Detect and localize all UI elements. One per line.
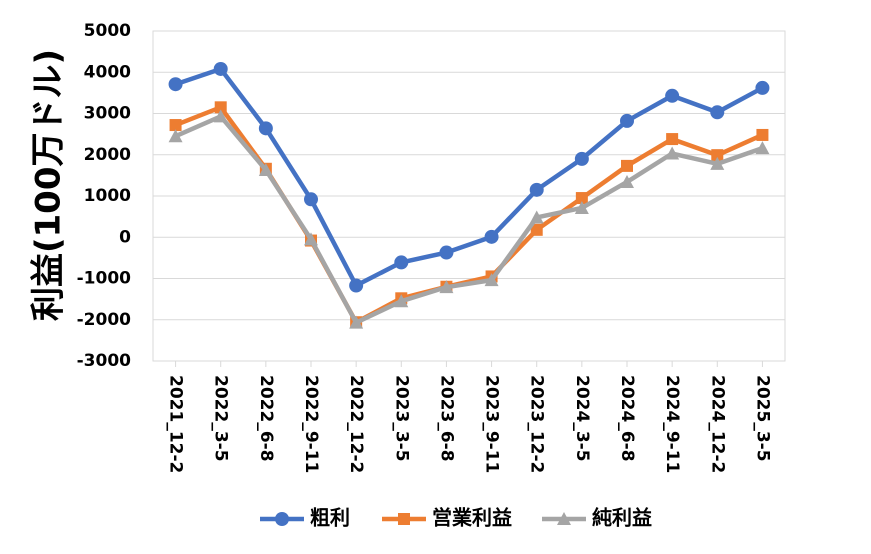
x-tick-label: 2024_9-11 bbox=[662, 375, 682, 473]
x-tick-label: 2022_12-2 bbox=[346, 375, 366, 473]
data-point bbox=[711, 149, 724, 162]
data-point bbox=[349, 315, 364, 329]
data-point bbox=[258, 163, 273, 177]
series-lines bbox=[168, 61, 770, 329]
x-tick-label: 2025_3-5 bbox=[752, 375, 772, 462]
data-point bbox=[168, 129, 183, 143]
data-point bbox=[756, 128, 769, 141]
y-tick-label: -3000 bbox=[77, 351, 132, 371]
data-point bbox=[169, 119, 182, 132]
legend-label: 営業利益 bbox=[432, 506, 512, 530]
x-tick-label: 2024_12-2 bbox=[707, 375, 727, 473]
legend: 粗利 営業利益 純利益 bbox=[260, 506, 652, 530]
x-tick-label: 2023_6-8 bbox=[436, 375, 456, 462]
data-point bbox=[258, 121, 273, 136]
data-point bbox=[620, 113, 634, 128]
data-point bbox=[665, 88, 680, 103]
legend-item: 営業利益 bbox=[382, 506, 512, 530]
data-point bbox=[574, 200, 589, 214]
x-tick-label: 2023_12-2 bbox=[527, 375, 547, 473]
data-point bbox=[755, 141, 770, 155]
data-point bbox=[755, 80, 770, 95]
legend-item: 純利益 bbox=[542, 506, 652, 530]
data-point bbox=[529, 182, 544, 197]
y-tick-labels: 5000 4000 3000 2000 1000 0 -1000 -2000 -3000 bbox=[77, 21, 132, 371]
data-point bbox=[530, 223, 543, 236]
series-2 bbox=[168, 109, 770, 329]
x-tick-labels: 2021_12-2 2022_3-5 2022_6-8 2022_9-11 2022_1… bbox=[166, 375, 773, 473]
data-point bbox=[710, 105, 725, 120]
legend-marker bbox=[275, 512, 289, 526]
legend-label: 粗利 bbox=[310, 506, 350, 530]
data-point bbox=[621, 159, 633, 172]
data-point bbox=[439, 280, 454, 294]
y-tick-label: -2000 bbox=[77, 310, 132, 330]
data-point bbox=[484, 273, 499, 287]
y-tick-label: 1000 bbox=[84, 186, 131, 206]
legend-item: 粗利 bbox=[260, 506, 350, 530]
series-line bbox=[174, 114, 764, 325]
y-tick-label: 5000 bbox=[84, 21, 131, 41]
data-point bbox=[575, 192, 588, 205]
y-axis-label: 利益(100万ドル) bbox=[29, 49, 69, 321]
legend-marker bbox=[557, 512, 571, 525]
legend-label: 純利益 bbox=[592, 506, 652, 530]
data-point bbox=[213, 61, 228, 76]
series-1 bbox=[169, 101, 769, 329]
x-tick-label: 2022_6-8 bbox=[256, 375, 276, 462]
y-tick-label: 0 bbox=[119, 227, 131, 247]
x-tick-label: 2024_3-5 bbox=[572, 375, 592, 462]
data-point bbox=[349, 278, 364, 293]
x-tick-label: 2024_6-8 bbox=[617, 375, 637, 462]
axes bbox=[152, 30, 786, 367]
x-tick-label: 2021_12-2 bbox=[166, 375, 186, 473]
data-point bbox=[710, 156, 725, 170]
data-point bbox=[620, 174, 634, 188]
data-point bbox=[394, 255, 409, 270]
y-tick-label: 3000 bbox=[84, 104, 131, 124]
series-0 bbox=[168, 61, 770, 293]
data-point bbox=[574, 151, 589, 166]
data-point bbox=[394, 294, 409, 308]
data-point bbox=[484, 229, 499, 244]
data-point bbox=[214, 101, 227, 114]
data-point bbox=[213, 109, 228, 123]
y-tick-label: 2000 bbox=[84, 145, 131, 165]
series-line bbox=[174, 66, 764, 288]
legend-marker bbox=[398, 513, 410, 525]
x-tick-label: 2022_9-11 bbox=[301, 375, 321, 473]
data-point bbox=[304, 232, 318, 246]
x-tick-label: 2023_9-11 bbox=[482, 375, 502, 473]
data-point bbox=[168, 77, 183, 92]
x-tick-label: 2022_3-5 bbox=[211, 375, 231, 462]
x-tick-label: 2023_3-5 bbox=[391, 375, 411, 462]
data-point bbox=[666, 133, 679, 146]
y-tick-label: 4000 bbox=[84, 62, 131, 82]
data-point bbox=[439, 245, 454, 260]
y-tick-label: -1000 bbox=[77, 269, 132, 289]
data-point bbox=[529, 210, 544, 224]
gridlines bbox=[153, 30, 785, 362]
data-point bbox=[304, 192, 318, 207]
data-point bbox=[665, 146, 680, 160]
